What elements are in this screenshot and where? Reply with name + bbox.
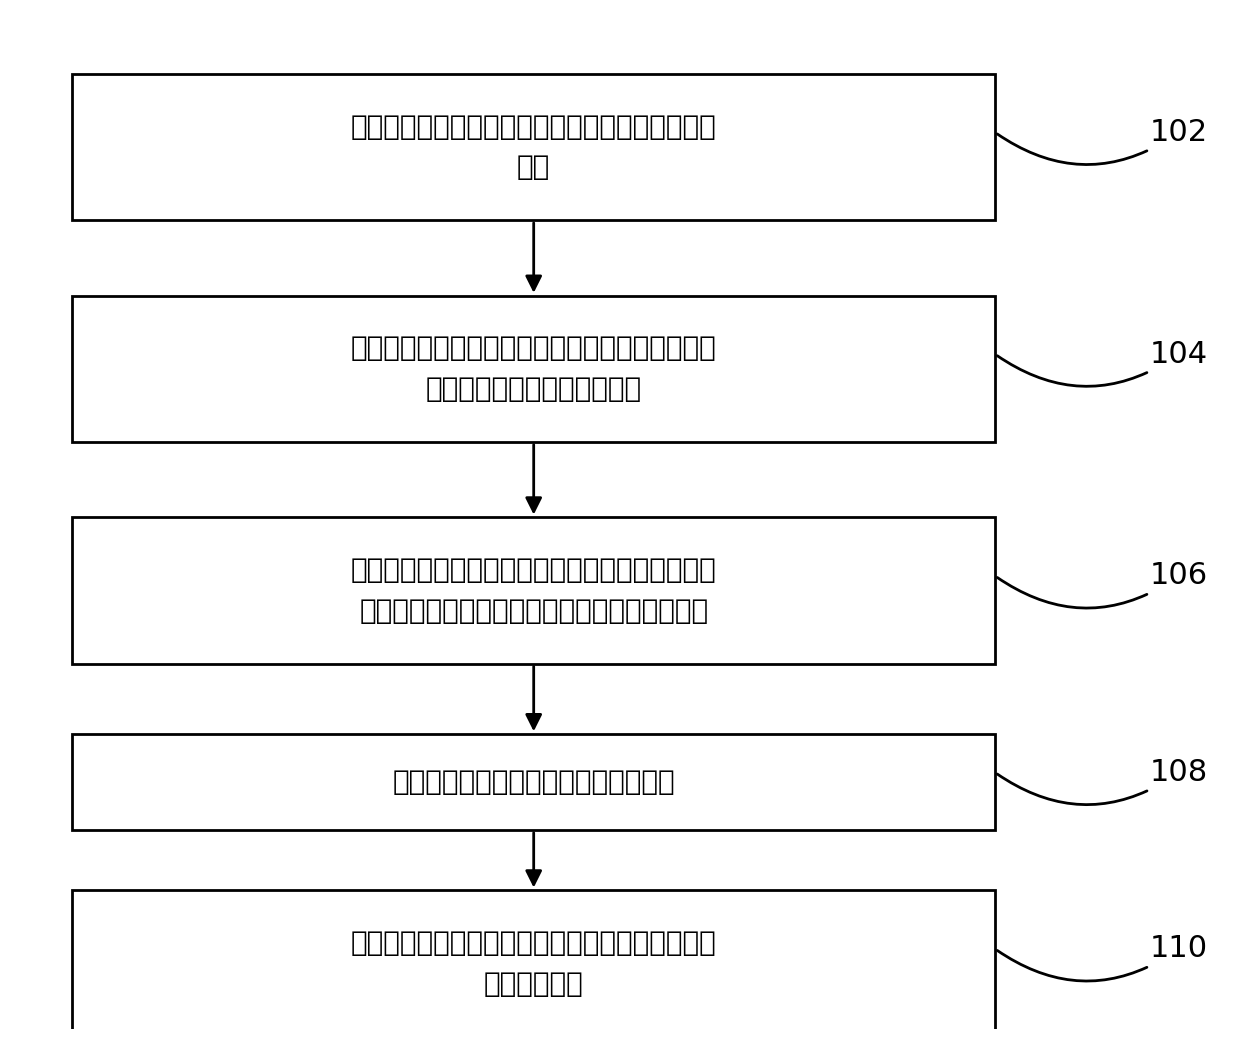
Text: 间的相对位移: 间的相对位移: [484, 970, 584, 998]
Text: 信号: 信号: [517, 153, 551, 182]
Text: 102: 102: [997, 118, 1208, 165]
Text: 110: 110: [997, 934, 1208, 981]
Bar: [72, 890, 994, 1036]
Text: 行分段，得到分段窗口数据段: 行分段，得到分段窗口数据段: [425, 375, 642, 403]
Bar: [72, 296, 994, 442]
Text: 相位计算步骤，计算该目标复数的相位: 相位计算步骤，计算该目标复数的相位: [392, 768, 675, 796]
Bar: [72, 74, 994, 220]
Text: 108: 108: [997, 758, 1208, 804]
Text: 104: 104: [997, 339, 1208, 386]
Text: 积和步骤，对相邻的两帧信号，将对应分段窗口数: 积和步骤，对相邻的两帧信号，将对应分段窗口数: [351, 556, 717, 584]
Text: 据段进行一次无偏移的积和运算，得到目标复数: 据段进行一次无偏移的积和运算，得到目标复数: [360, 597, 708, 625]
Bar: [72, 518, 994, 664]
Text: 106: 106: [997, 562, 1208, 608]
Text: 转换步骤，将整帧的超声回波射频信号转换为解析: 转换步骤，将整帧的超声回波射频信号转换为解析: [351, 112, 717, 141]
Bar: [72, 734, 994, 830]
Text: 相对位移估算步骤，利用该相位计算得到两帧信号: 相对位移估算步骤，利用该相位计算得到两帧信号: [351, 929, 717, 957]
Text: 划分步骤，将整帧的解析信号根据预设窗口长度进: 划分步骤，将整帧的解析信号根据预设窗口长度进: [351, 334, 717, 362]
